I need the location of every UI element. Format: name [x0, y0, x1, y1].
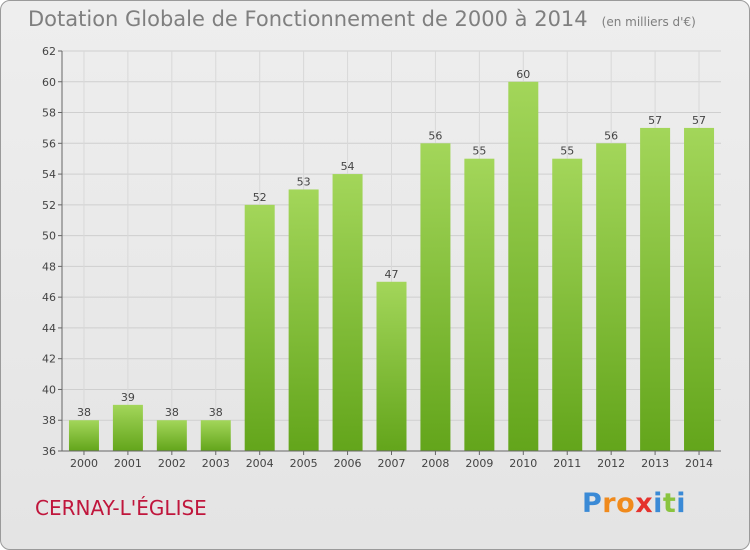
- x-tick-label: 2005: [290, 457, 318, 470]
- chart-title-block: Dotation Globale de Fonctionnement de 20…: [28, 7, 696, 31]
- bar: [68, 420, 99, 451]
- bar: [684, 127, 715, 451]
- x-tick-label: 2012: [597, 457, 625, 470]
- bars: 38 39 38 38 52 53 54 47 56 55 60 55 56 57 57: [68, 68, 715, 452]
- y-tick-label: 44: [42, 322, 56, 335]
- y-tick-label: 40: [42, 383, 56, 396]
- proxiti-logo[interactable]: Proxiti: [582, 488, 686, 519]
- y-tick-label: 52: [42, 199, 56, 212]
- bar: [200, 420, 231, 451]
- bar: [464, 158, 495, 451]
- x-tick-label: 2008: [421, 457, 449, 470]
- bar-value-label: 56: [604, 129, 618, 142]
- y-tick-label: 46: [42, 291, 56, 304]
- bar: [420, 143, 451, 452]
- y-tick-label: 36: [42, 445, 56, 458]
- bar-value-label: 57: [648, 114, 662, 127]
- bar-value-label: 57: [692, 114, 706, 127]
- x-tick-label: 2009: [465, 457, 493, 470]
- y-tick-label: 62: [42, 45, 56, 58]
- x-tick-label: 2010: [509, 457, 537, 470]
- x-tick-label: 2011: [553, 457, 581, 470]
- x-tick-label: 2014: [685, 457, 713, 470]
- y-tick-label: 60: [42, 76, 56, 89]
- bar: [376, 281, 407, 451]
- y-tick-label: 48: [42, 260, 56, 273]
- bar: [112, 404, 143, 451]
- y-tick-label: 56: [42, 137, 56, 150]
- bar-value-label: 38: [77, 406, 91, 419]
- y-tick-label: 38: [42, 414, 56, 427]
- bar: [508, 81, 539, 452]
- logo-letter: r: [602, 488, 617, 519]
- x-tick-label: 2007: [378, 457, 406, 470]
- bar-value-label: 38: [165, 406, 179, 419]
- logo-letter: i: [676, 488, 687, 519]
- logo-letter: x: [635, 488, 654, 519]
- chart-title: Dotation Globale de Fonctionnement de 20…: [28, 7, 588, 31]
- logo-letter: P: [582, 488, 603, 519]
- bar-value-label: 39: [121, 391, 135, 404]
- bar: [596, 143, 627, 452]
- y-tick-label: 58: [42, 107, 56, 120]
- bar-value-label: 55: [560, 145, 574, 158]
- bar-value-label: 56: [428, 129, 442, 142]
- bar-value-label: 55: [472, 145, 486, 158]
- bar-value-label: 52: [253, 191, 267, 204]
- x-tick-label: 2002: [158, 457, 186, 470]
- logo-letter: t: [662, 488, 677, 519]
- x-tick-label: 2013: [641, 457, 669, 470]
- bar-value-label: 38: [209, 406, 223, 419]
- x-tick-label: 2003: [202, 457, 230, 470]
- bar-value-label: 47: [385, 268, 399, 281]
- logo-letter: o: [616, 488, 636, 519]
- bar: [288, 189, 319, 451]
- x-tick-label: 2004: [246, 457, 274, 470]
- x-tick-label: 2001: [114, 457, 142, 470]
- x-tick-label: 2000: [70, 457, 98, 470]
- logo-letter: i: [653, 488, 663, 519]
- bar-value-label: 54: [341, 160, 355, 173]
- y-tick-label: 54: [42, 168, 56, 181]
- bar: [244, 204, 275, 451]
- bar: [156, 420, 187, 451]
- bar-value-label: 53: [297, 175, 311, 188]
- bar-value-label: 60: [516, 68, 530, 81]
- axes: 36 38 40 42 44 46 48 50 52 54 56 58 60 62 2000 2001 2002…: [42, 45, 721, 470]
- bar: [552, 158, 583, 451]
- chart-unit: (en milliers d'€): [601, 15, 696, 29]
- bar: [640, 127, 671, 451]
- y-tick-label: 42: [42, 353, 56, 366]
- bar: [332, 174, 363, 452]
- place-name: CERNAY-L'ÉGLISE: [35, 496, 207, 520]
- x-tick-label: 2006: [334, 457, 362, 470]
- y-tick-label: 50: [42, 230, 56, 243]
